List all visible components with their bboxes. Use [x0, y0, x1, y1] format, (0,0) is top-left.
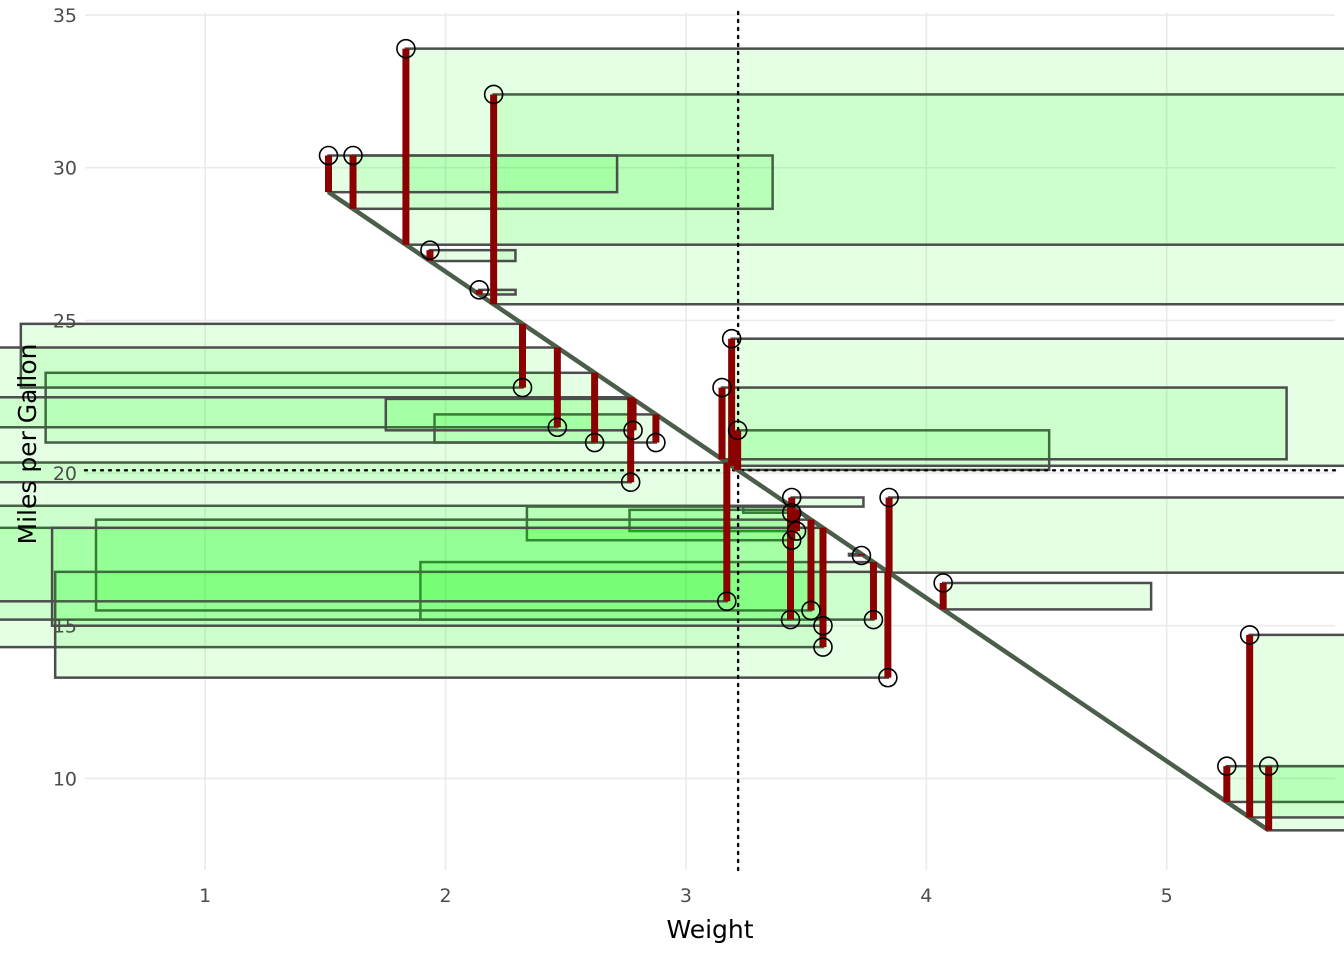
data-point — [813, 615, 833, 636]
residual-square — [94, 518, 813, 612]
data-points — [318, 38, 1279, 776]
data-point — [623, 420, 643, 441]
residual-square — [327, 154, 619, 194]
data-point — [801, 600, 821, 621]
data-point — [469, 280, 490, 300]
mean-reference-lines — [83, 10, 1337, 872]
data-point — [780, 609, 801, 630]
data-point — [483, 84, 504, 105]
residual-square — [730, 337, 1344, 468]
data-point — [721, 328, 742, 349]
data-point — [620, 472, 641, 493]
y-axis-title: Miles per Gallon — [13, 343, 42, 544]
data-point — [318, 145, 339, 166]
x-tick-label: 4 — [920, 885, 932, 907]
data-point — [1217, 756, 1237, 776]
data-point — [781, 487, 802, 508]
data-point — [717, 591, 737, 612]
y-tick-label: 10 — [53, 768, 77, 790]
data-point — [547, 417, 568, 438]
data-point — [420, 240, 440, 260]
x-tick-label: 5 — [1161, 885, 1173, 907]
residual-square — [887, 496, 1344, 574]
data-point — [781, 530, 802, 551]
residual-square — [720, 386, 1288, 461]
residual-square — [404, 47, 1344, 246]
data-point — [1239, 625, 1260, 645]
x-tick-label: 2 — [440, 885, 452, 907]
data-point — [863, 609, 884, 630]
residual-square — [50, 526, 825, 627]
data-point — [584, 432, 605, 453]
residual-square — [0, 396, 632, 484]
data-point — [646, 432, 666, 453]
x-tick-labels: 1 2 3 4 5 — [199, 885, 1173, 907]
data-point — [512, 377, 533, 398]
residual-square — [941, 581, 1153, 611]
residual-square — [0, 346, 559, 429]
y-tick-labels: 10 15 20 25 30 35 — [53, 5, 77, 790]
data-point — [781, 502, 802, 523]
residual-squares — [0, 47, 1344, 832]
residual-square — [428, 248, 517, 263]
data-point — [727, 420, 748, 441]
x-tick-label: 3 — [680, 885, 692, 907]
x-axis-title: Weight — [666, 915, 753, 944]
residual-square — [736, 429, 1051, 472]
y-tick-label: 30 — [53, 158, 77, 180]
residual-segments — [325, 48, 1273, 831]
residual-square — [351, 154, 774, 211]
data-point — [786, 521, 807, 541]
residual-square — [0, 461, 729, 603]
data-point — [1258, 756, 1279, 776]
residual-square — [1248, 633, 1344, 819]
x-tick-label: 1 — [199, 885, 211, 907]
data-point — [878, 667, 898, 688]
data-point — [813, 637, 833, 657]
data-point — [933, 573, 953, 593]
data-point — [879, 487, 899, 508]
data-point — [343, 145, 363, 166]
residual-square — [790, 496, 865, 508]
data-point — [851, 545, 872, 566]
residual-square — [477, 288, 517, 296]
residual-square — [492, 93, 1344, 306]
y-tick-label: 35 — [53, 5, 77, 27]
data-point — [396, 38, 416, 59]
y-tick-label: 25 — [53, 310, 77, 332]
data-point — [712, 377, 732, 398]
y-tick-label: 15 — [53, 616, 77, 638]
y-tick-label: 20 — [53, 463, 77, 485]
